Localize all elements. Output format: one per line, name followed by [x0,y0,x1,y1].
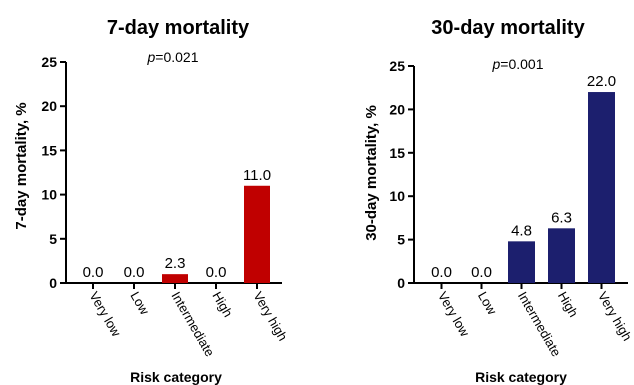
data-label: 11.0 [243,167,271,184]
y-tick-label: 10 [41,187,57,203]
x-axis-label: Risk category [475,369,567,385]
category-label: Low [127,289,152,318]
bars [508,92,615,283]
y-ticks: 0 5 10 15 20 25 [41,54,66,291]
data-label: 0.0 [206,264,227,281]
chart-title: 30-day mortality [431,17,585,39]
data-label: 6.3 [551,209,572,226]
y-ticks: 0 5 10 15 20 25 [389,58,414,291]
y-tick-label: 5 [49,231,57,247]
data-label: 4.8 [511,222,532,239]
data-labels: 0.0 0.0 2.3 0.0 11.0 [83,167,271,281]
p-value-symbol: p [146,49,155,65]
y-tick-label: 15 [389,145,405,161]
bar [588,92,615,283]
y-axis-label: 7-day mortality, % [13,102,30,229]
category-label: Low [475,289,500,318]
data-label: 2.3 [165,255,186,272]
bars [162,185,270,283]
y-tick-label: 5 [397,232,405,248]
y-tick-label: 20 [41,98,57,114]
category-label: Very high [250,289,290,343]
chart-title: 7-day mortality [107,17,250,39]
data-label: 0.0 [83,264,104,281]
y-tick-label: 25 [389,58,405,74]
chart-panel-7-day: 7-day mortality p=0.021 7-day mortality,… [13,17,290,385]
y-tick-label: 0 [397,275,405,291]
y-axis-label: 30-day mortality, % [363,105,380,241]
y-tick-label: 25 [41,54,57,70]
y-tick-label: 0 [49,275,57,291]
category-label: Very low [435,289,473,340]
category-label: Very high [595,289,634,343]
y-tick-label: 20 [389,101,405,117]
category-label: Very low [86,289,124,340]
data-label: 0.0 [431,264,452,281]
y-tick-label: 15 [41,142,57,158]
chart-panel-30-day: 30-day mortality p=0.001 30-day mortalit… [363,17,634,385]
y-tick-label: 10 [389,188,405,204]
data-label: 22.0 [587,73,616,90]
bar [548,228,575,283]
data-label: 0.0 [471,264,492,281]
bar [162,274,188,283]
data-label: 0.0 [124,264,145,281]
category-label: High [555,289,581,320]
bar [244,185,270,283]
p-value-text: =0.021 [155,49,198,65]
x-axis-label: Risk category [130,369,222,385]
category-label: Intermediate [168,289,217,359]
p-value-symbol: p [491,56,500,72]
bar [508,241,535,283]
p-value-text: =0.001 [500,56,543,72]
p-value-annotation: p=0.001 [491,56,543,72]
category-label: High [209,289,235,320]
data-labels: 0.0 0.0 4.8 6.3 22.0 [431,73,616,281]
p-value-annotation: p=0.021 [146,49,198,65]
